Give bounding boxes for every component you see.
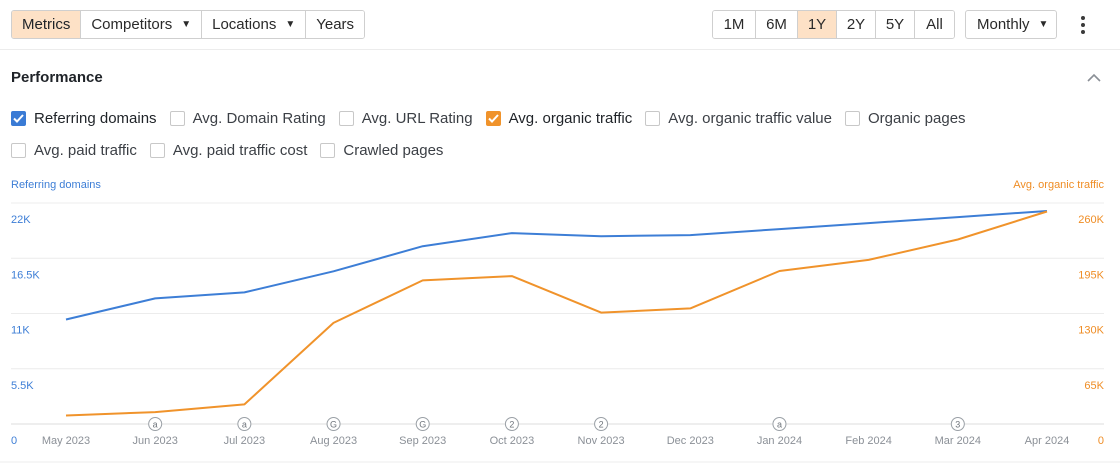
annotation-marker[interactable]: a (772, 417, 787, 431)
metric-label: Avg. URL Rating (361, 110, 473, 127)
x-axis-tick-label: May 2023 (42, 435, 90, 447)
x-axis-tick-label: Jan 2024 (757, 435, 802, 447)
chevron-down-icon: ▼ (1038, 18, 1049, 30)
left-axis-tick-label: 5.5K (11, 380, 34, 392)
right-axis-tick-label: 130K (1078, 325, 1104, 337)
interval-dropdown[interactable]: Monthly ▼ (965, 10, 1057, 39)
x-axis-tick-label: Sep 2023 (399, 435, 446, 447)
tab-label: Locations (212, 16, 277, 33)
checkmark-icon (13, 114, 24, 123)
range-6m[interactable]: 6M (756, 11, 798, 38)
tab-label: Metrics (22, 16, 71, 33)
metric-label: Avg. paid traffic cost (172, 142, 308, 159)
annotation-label: 3 (955, 420, 960, 430)
left-axis-tick-label: 22K (11, 214, 31, 226)
left-axis-tick-label: 0 (11, 435, 17, 447)
checkbox[interactable] (844, 111, 860, 126)
tab-label: Years (316, 16, 355, 33)
range-all[interactable]: All (915, 11, 954, 38)
annotation-label: a (153, 420, 158, 430)
chevron-down-icon: ▼ (181, 18, 192, 30)
metric-label: Referring domains (34, 110, 157, 127)
view-tabs: Metrics Competitors ▼ Locations ▼ Years (11, 10, 366, 39)
metric-label: Organic pages (867, 110, 966, 127)
checkbox[interactable] (338, 111, 354, 126)
tab-competitors[interactable]: Competitors ▼ (81, 11, 203, 38)
metric-label: Avg. paid traffic (34, 142, 137, 159)
annotation-label: 2 (599, 420, 604, 430)
x-axis-tick-label: Mar 2024 (935, 435, 981, 447)
checkbox[interactable] (11, 111, 26, 126)
x-axis-tick-label: Jun 2023 (133, 435, 178, 447)
x-axis-tick-label: Aug 2023 (310, 435, 357, 447)
checkbox[interactable] (149, 143, 165, 158)
checkmark-icon (487, 114, 499, 123)
range-5y[interactable]: 5Y (876, 11, 915, 38)
annotation-marker[interactable]: a (237, 417, 252, 431)
left-axis-title: Referring domains (11, 179, 101, 191)
right-axis-tick-label: 260K (1078, 214, 1104, 226)
x-axis-tick-label: Feb 2024 (845, 435, 891, 447)
x-axis-tick-label: Dec 2023 (667, 435, 714, 447)
metric-toggle-avg-organic-traffic-value[interactable]: Avg. organic traffic value (645, 110, 832, 127)
x-axis-tick-label: Jul 2023 (224, 435, 266, 447)
metric-toggles-row-2: Avg. paid traffic Avg. paid traffic cost C… (11, 142, 456, 159)
right-axis-tick-label: 195K (1078, 269, 1104, 281)
date-range-selector: 1M 6M 1Y 2Y 5Y All (712, 10, 955, 39)
metric-toggle-avg-domain-rating[interactable]: Avg. Domain Rating (169, 110, 326, 127)
metric-label: Avg. Domain Rating (192, 110, 326, 127)
metric-toggle-avg-paid-traffic-cost[interactable]: Avg. paid traffic cost (149, 142, 308, 159)
range-1y[interactable]: 1Y (798, 11, 837, 38)
tab-metrics[interactable]: Metrics (12, 11, 82, 38)
x-axis-tick-label: Oct 2023 (490, 435, 535, 447)
tab-locations[interactable]: Locations ▼ (202, 11, 307, 38)
metric-toggle-crawled-pages[interactable]: Crawled pages (320, 142, 443, 159)
annotation-label: a (242, 420, 247, 430)
range-1m[interactable]: 1M (713, 11, 756, 38)
checkbox[interactable] (320, 143, 336, 158)
right-axis-tick-label: 0 (1098, 435, 1104, 447)
metric-label: Avg. organic traffic value (668, 110, 832, 127)
annotation-marker[interactable]: G (415, 417, 430, 431)
more-options-icon[interactable] (1073, 13, 1093, 37)
annotation-marker[interactable]: 2 (504, 417, 519, 431)
left-axis-tick-label: 11K (11, 325, 30, 337)
annotation-marker[interactable]: G (326, 417, 341, 431)
chevron-up-icon[interactable] (1085, 70, 1103, 86)
series-line-avg-organic-traffic[interactable] (65, 210, 1048, 417)
annotation-marker[interactable]: 3 (950, 417, 965, 431)
annotation-marker[interactable]: 2 (594, 417, 609, 431)
annotation-marker[interactable]: a (148, 417, 163, 431)
annotation-label: G (419, 420, 426, 430)
metric-toggle-referring-domains[interactable]: Referring domains (11, 110, 157, 127)
interval-label: Monthly (977, 16, 1030, 33)
x-axis-tick-label: Nov 2023 (578, 435, 625, 447)
toolbar: Metrics Competitors ▼ Locations ▼ Years 1M 6M 1… (0, 0, 1120, 50)
right-axis-tick-label: 65K (1084, 380, 1104, 392)
section-title: Performance (11, 69, 103, 86)
x-axis-tick-label: Apr 2024 (1025, 435, 1070, 447)
checkbox[interactable] (169, 111, 185, 126)
metric-toggle-avg-paid-traffic[interactable]: Avg. paid traffic (11, 142, 137, 159)
metric-toggle-avg-url-rating[interactable]: Avg. URL Rating (338, 110, 473, 127)
metric-label: Avg. organic traffic (508, 110, 633, 127)
range-2y[interactable]: 2Y (837, 11, 876, 38)
metric-label: Crawled pages (343, 142, 444, 159)
series-line-referring-domains[interactable] (65, 210, 1048, 321)
checkbox[interactable] (11, 143, 26, 158)
annotation-label: a (777, 420, 782, 430)
checkbox[interactable] (485, 111, 501, 126)
tab-label: Competitors (91, 16, 173, 33)
performance-chart[interactable]: 0 5.5K 11K 16.5K 22K 0 65K 130K 195K 260K May 2023… (0, 195, 1120, 472)
metric-toggle-organic-pages[interactable]: Organic pages (844, 110, 966, 127)
metric-toggle-avg-organic-traffic[interactable]: Avg. organic traffic (485, 110, 633, 127)
metric-toggles-row-1: Referring domains Avg. Domain Rating Avg. … (11, 110, 979, 127)
annotation-label: 2 (509, 420, 514, 430)
checkbox[interactable] (645, 111, 661, 126)
right-axis-title: Avg. organic traffic (1013, 179, 1104, 191)
annotation-label: G (330, 420, 337, 430)
left-axis-tick-label: 16.5K (11, 269, 40, 281)
tab-years[interactable]: Years (306, 11, 365, 38)
chevron-down-icon: ▼ (285, 18, 296, 30)
